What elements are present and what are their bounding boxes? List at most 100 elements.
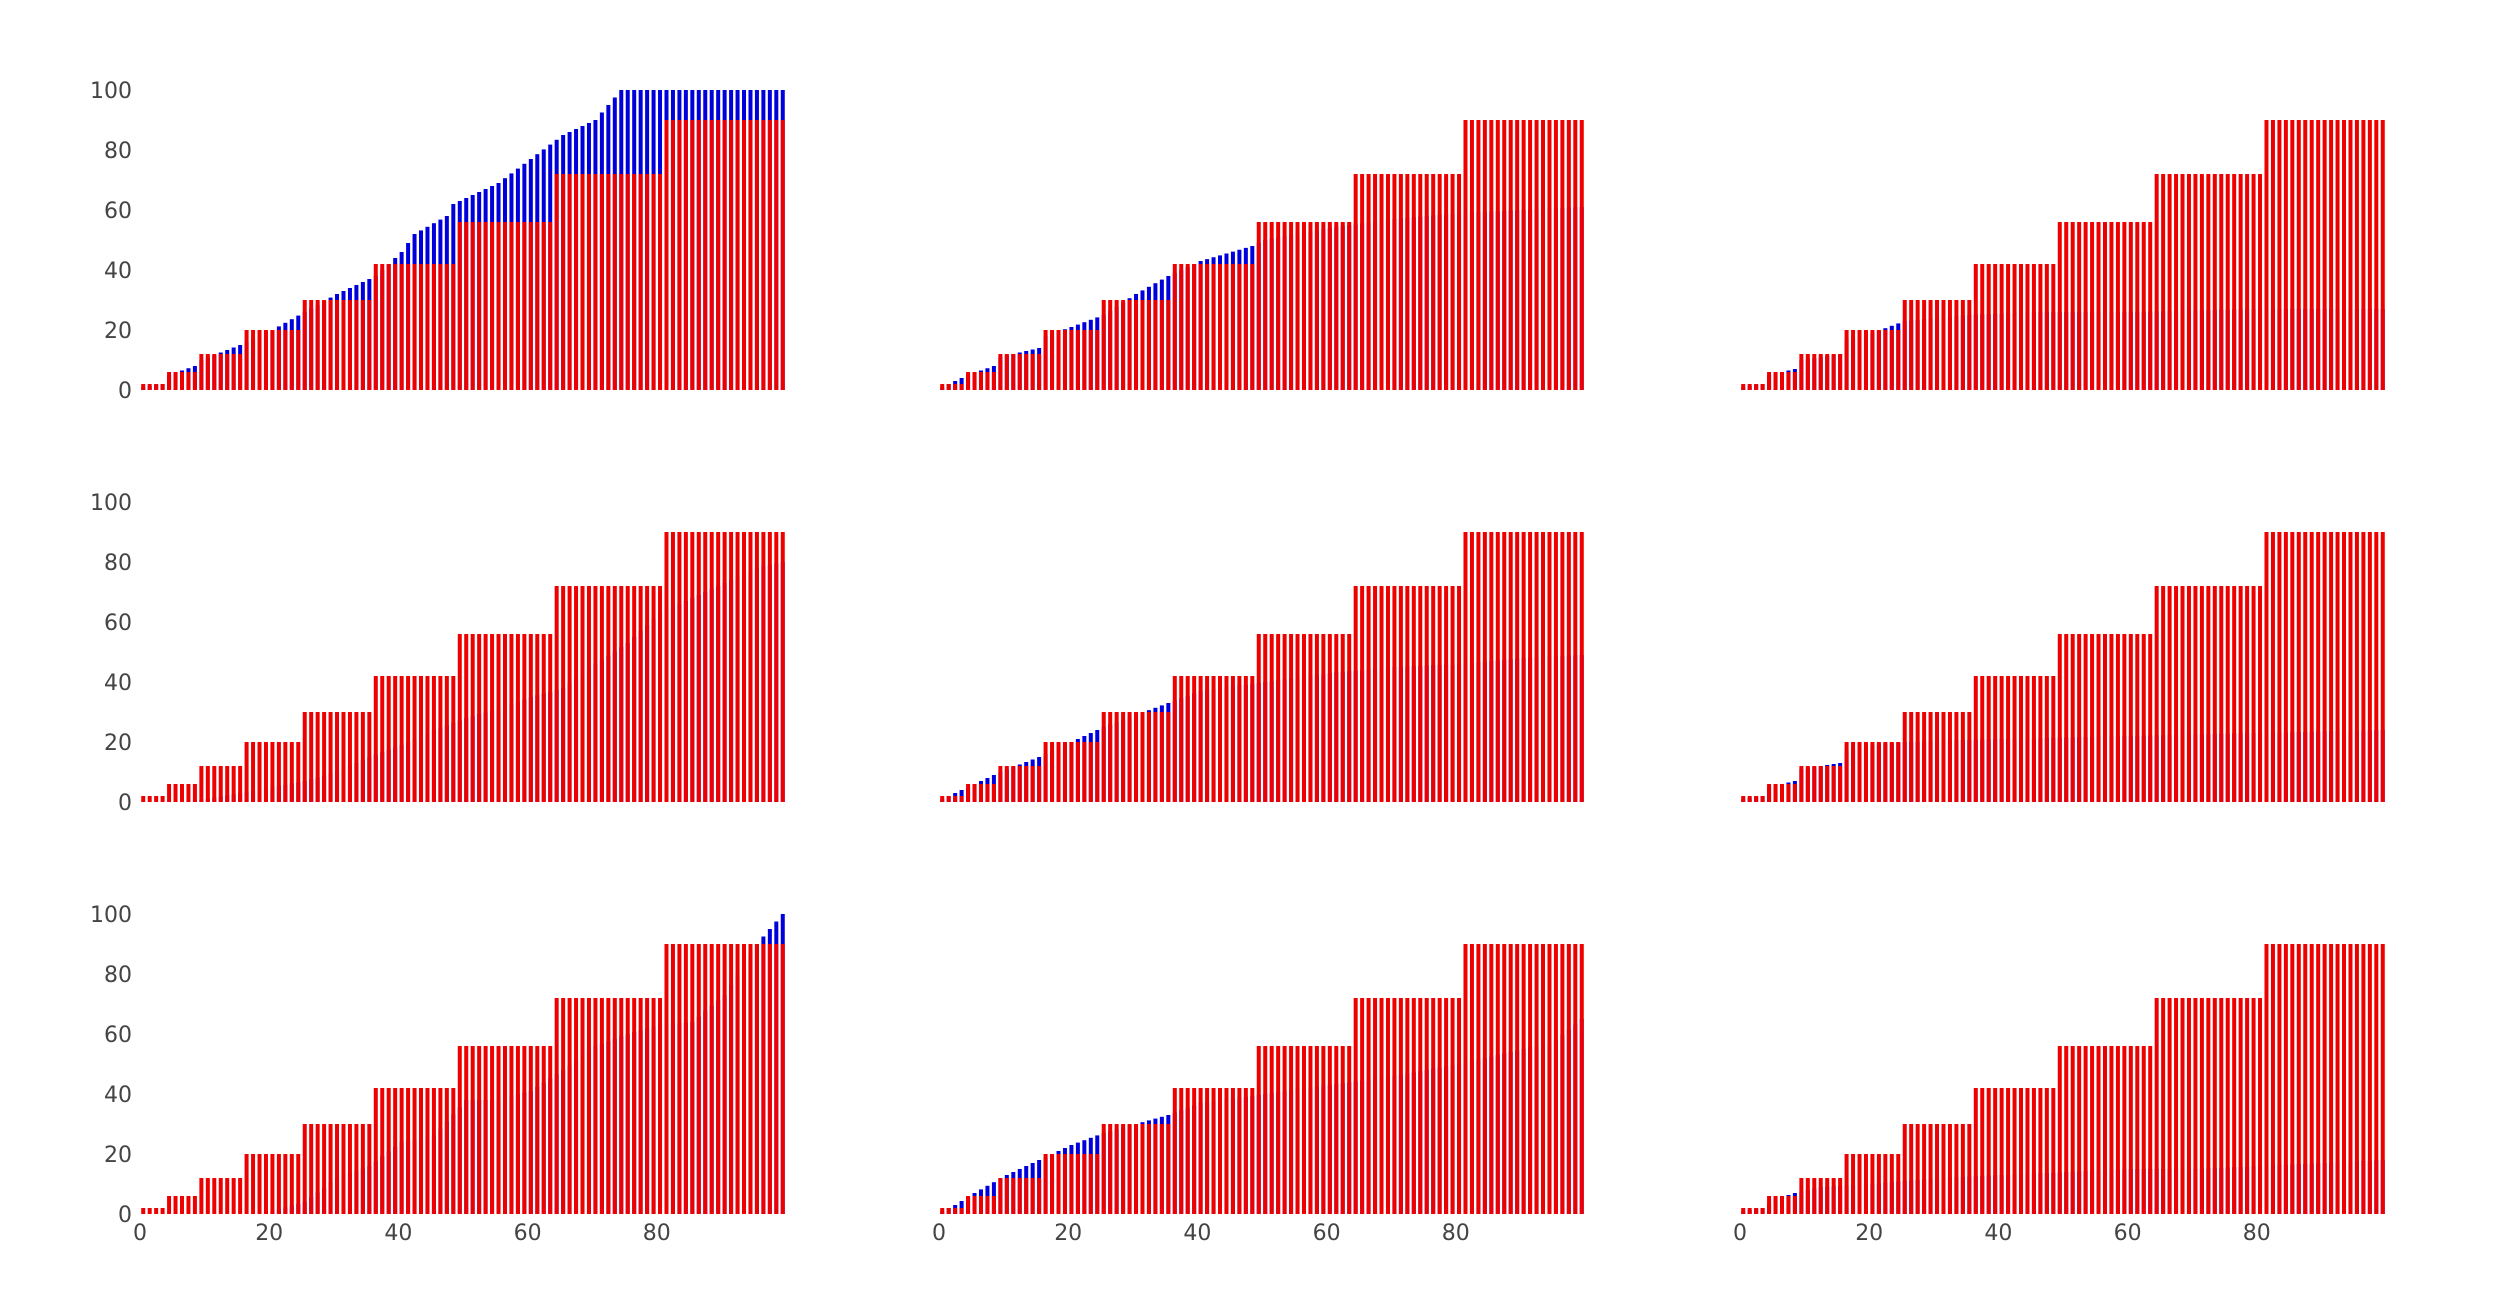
- bar: [1017, 766, 1022, 802]
- bar: [593, 174, 598, 390]
- bar: [1773, 784, 1778, 802]
- bar: [1075, 330, 1080, 390]
- bar: [2102, 634, 2107, 802]
- bar: [251, 742, 256, 802]
- bar: [1198, 676, 1203, 802]
- bar: [2296, 120, 2301, 390]
- bar: [1896, 1154, 1901, 1214]
- bar: [2128, 1046, 2133, 1214]
- bar: [1786, 1196, 1791, 1214]
- bar: [438, 1088, 443, 1214]
- bar: [1980, 264, 1985, 390]
- bar: [263, 330, 268, 390]
- bar: [2012, 264, 2017, 390]
- bar: [1967, 1124, 1972, 1214]
- bar: [296, 1154, 301, 1214]
- bar: [199, 354, 204, 390]
- bar: [2193, 998, 2198, 1214]
- bar: [257, 330, 262, 390]
- bar: [2019, 264, 2024, 390]
- bar: [451, 676, 456, 802]
- bar: [1405, 998, 1410, 1214]
- bar: [2258, 174, 2263, 390]
- bar: [1153, 1124, 1158, 1214]
- y-tick-label: 40: [104, 1083, 132, 1108]
- x-tick-label: 0: [932, 1221, 946, 1246]
- bar: [2367, 532, 2372, 802]
- bar: [1960, 712, 1965, 802]
- bar: [535, 222, 540, 390]
- bar: [1166, 712, 1171, 802]
- bar: [1553, 120, 1558, 390]
- bar: [1256, 1046, 1261, 1214]
- bar: [502, 222, 507, 390]
- bar: [1566, 120, 1571, 390]
- bar: [1043, 742, 1048, 802]
- bar: [412, 1088, 417, 1214]
- bar: [1218, 1088, 1223, 1214]
- bar: [2232, 998, 2237, 1214]
- bar: [1398, 586, 1403, 802]
- bar: [367, 712, 372, 802]
- bar: [431, 264, 436, 390]
- bar: [173, 1196, 178, 1214]
- bar: [192, 784, 197, 802]
- bar: [360, 712, 365, 802]
- bar: [1437, 174, 1442, 390]
- bar: [1075, 1154, 1080, 1214]
- bar: [2277, 944, 2282, 1214]
- bar: [978, 1196, 983, 1214]
- bar: [386, 264, 391, 390]
- bar: [283, 1154, 288, 1214]
- bar: [690, 120, 695, 390]
- bar: [522, 222, 527, 390]
- bar: [496, 1046, 501, 1214]
- bar: [683, 120, 688, 390]
- bar: [664, 944, 669, 1214]
- bar: [1799, 1178, 1804, 1214]
- bar: [1954, 300, 1959, 390]
- bar: [2109, 222, 2114, 390]
- bar: [2264, 944, 2269, 1214]
- bar: [2186, 174, 2191, 390]
- bar: [966, 784, 971, 802]
- bar: [1773, 372, 1778, 390]
- bar: [1528, 944, 1533, 1214]
- bar: [1263, 634, 1268, 802]
- bar: [238, 1178, 243, 1214]
- bar: [1301, 222, 1306, 390]
- bar: [619, 174, 624, 390]
- bar: [2057, 634, 2062, 802]
- bar: [1327, 634, 1332, 802]
- bar: [1095, 330, 1100, 390]
- bar: [1495, 944, 1500, 1214]
- bar: [1857, 742, 1862, 802]
- bar: [2322, 120, 2327, 390]
- bar: [1250, 264, 1255, 390]
- bar: [651, 586, 656, 802]
- bar: [354, 712, 359, 802]
- bar: [1056, 742, 1061, 802]
- bar: [1883, 330, 1888, 390]
- bar: [470, 1046, 475, 1214]
- x-tick-label: 80: [643, 1221, 671, 1246]
- bar: [658, 586, 663, 802]
- bar: [2115, 1046, 2120, 1214]
- bar: [1502, 120, 1507, 390]
- bar: [1767, 372, 1772, 390]
- bar: [696, 532, 701, 802]
- bar: [1192, 676, 1197, 802]
- bar: [1011, 766, 1016, 802]
- bar: [1101, 712, 1106, 802]
- bar: [1224, 1088, 1229, 1214]
- bar: [2031, 264, 2036, 390]
- bar: [1450, 586, 1455, 802]
- bar: [1792, 1196, 1797, 1214]
- bar: [1541, 532, 1546, 802]
- bar: [2161, 174, 2166, 390]
- bar: [431, 1088, 436, 1214]
- bar: [1256, 634, 1261, 802]
- bar: [1431, 586, 1436, 802]
- bar: [716, 944, 721, 1214]
- bar: [373, 264, 378, 390]
